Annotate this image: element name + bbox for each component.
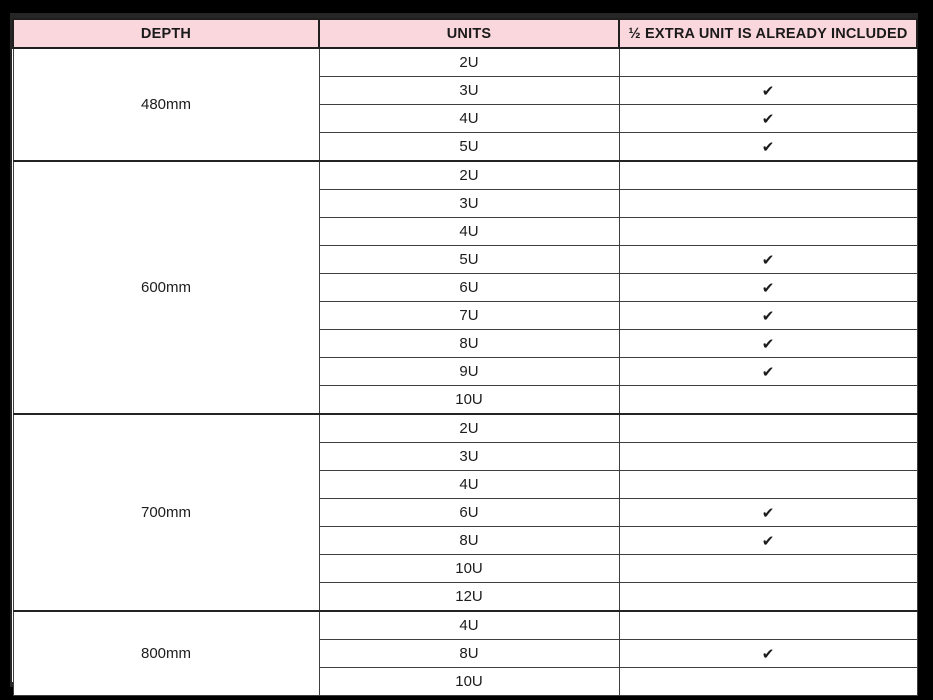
table-row: 8U ✔ bbox=[13, 639, 918, 668]
table-row: 800mm 4U bbox=[12, 610, 918, 696]
check-cell bbox=[618, 554, 918, 583]
units-cell: 8U bbox=[318, 639, 620, 668]
units-cell: 2U bbox=[318, 160, 620, 190]
check-cell bbox=[618, 413, 918, 443]
check-cell bbox=[618, 385, 918, 415]
depth-units-table: DEPTH UNITS ½ EXTRA UNIT IS ALREADY INCL… bbox=[12, 18, 918, 696]
header-row: DEPTH UNITS ½ EXTRA UNIT IS ALREADY INCL… bbox=[12, 18, 918, 49]
units-cell: 4U bbox=[318, 104, 620, 133]
units-cell: 4U bbox=[318, 610, 620, 640]
table-row: 8U ✔ bbox=[13, 526, 918, 555]
depth-cell: 600mm bbox=[12, 160, 320, 415]
check-cell: ✔ bbox=[618, 329, 918, 358]
table-row: 12U bbox=[13, 582, 918, 612]
units-cell: 12U bbox=[318, 582, 620, 612]
units-cell: 10U bbox=[318, 554, 620, 583]
units-cell: 2U bbox=[318, 413, 620, 443]
check-cell bbox=[618, 442, 918, 471]
units-cell: 2U bbox=[318, 47, 620, 77]
table-row: 600mm 2U bbox=[12, 160, 918, 415]
table-row: 10U bbox=[13, 667, 918, 696]
depth-cell: 800mm bbox=[12, 610, 320, 696]
check-cell: ✔ bbox=[618, 76, 918, 105]
check-cell: ✔ bbox=[618, 273, 918, 302]
table-row: 700mm 2U bbox=[12, 413, 918, 612]
table-row: 3U ✔ bbox=[13, 76, 918, 105]
spec-table-container: DEPTH UNITS ½ EXTRA UNIT IS ALREADY INCL… bbox=[10, 13, 918, 696]
check-cell bbox=[618, 189, 918, 218]
table-row: 480mm 2U bbox=[12, 47, 918, 162]
header-units: UNITS bbox=[318, 18, 620, 49]
table-row: 3U bbox=[13, 189, 918, 218]
table-row: 5U ✔ bbox=[13, 132, 918, 162]
check-cell bbox=[618, 47, 918, 77]
table-row: 6U ✔ bbox=[13, 273, 918, 302]
check-cell: ✔ bbox=[618, 104, 918, 133]
units-cell: 3U bbox=[318, 76, 620, 105]
table-row: 8U ✔ bbox=[13, 329, 918, 358]
table-row: 5U ✔ bbox=[13, 245, 918, 274]
units-cell: 9U bbox=[318, 357, 620, 386]
units-cell: 4U bbox=[318, 470, 620, 499]
check-cell: ✔ bbox=[618, 357, 918, 386]
check-cell bbox=[618, 610, 918, 640]
check-cell: ✔ bbox=[618, 132, 918, 162]
header-depth: DEPTH bbox=[12, 18, 320, 49]
units-cell: 8U bbox=[318, 526, 620, 555]
units-cell: 3U bbox=[318, 189, 620, 218]
check-cell: ✔ bbox=[618, 526, 918, 555]
table-row: 4U bbox=[13, 217, 918, 246]
units-cell: 7U bbox=[318, 301, 620, 330]
units-cell: 5U bbox=[318, 245, 620, 274]
check-cell: ✔ bbox=[618, 301, 918, 330]
units-cell: 10U bbox=[318, 667, 620, 696]
units-cell: 8U bbox=[318, 329, 620, 358]
table-row: 3U bbox=[13, 442, 918, 471]
table-row: 7U ✔ bbox=[13, 301, 918, 330]
check-cell bbox=[618, 667, 918, 696]
depth-cell: 700mm bbox=[12, 413, 320, 612]
units-cell: 10U bbox=[318, 385, 620, 415]
units-cell: 3U bbox=[318, 442, 620, 471]
table-row: 4U ✔ bbox=[13, 104, 918, 133]
table-row: 6U ✔ bbox=[13, 498, 918, 527]
units-cell: 4U bbox=[318, 217, 620, 246]
check-cell bbox=[618, 470, 918, 499]
check-cell: ✔ bbox=[618, 245, 918, 274]
table-row: 10U bbox=[13, 554, 918, 583]
units-cell: 6U bbox=[318, 273, 620, 302]
check-cell bbox=[618, 217, 918, 246]
check-cell bbox=[618, 582, 918, 612]
depth-cell: 480mm bbox=[12, 47, 320, 162]
units-cell: 5U bbox=[318, 132, 620, 162]
header-extra-unit: ½ EXTRA UNIT IS ALREADY INCLUDED bbox=[618, 18, 918, 49]
check-cell bbox=[618, 160, 918, 190]
table-row: 9U ✔ bbox=[13, 357, 918, 386]
check-cell: ✔ bbox=[618, 639, 918, 668]
table-row: 10U bbox=[13, 385, 918, 415]
units-cell: 6U bbox=[318, 498, 620, 527]
check-cell: ✔ bbox=[618, 498, 918, 527]
